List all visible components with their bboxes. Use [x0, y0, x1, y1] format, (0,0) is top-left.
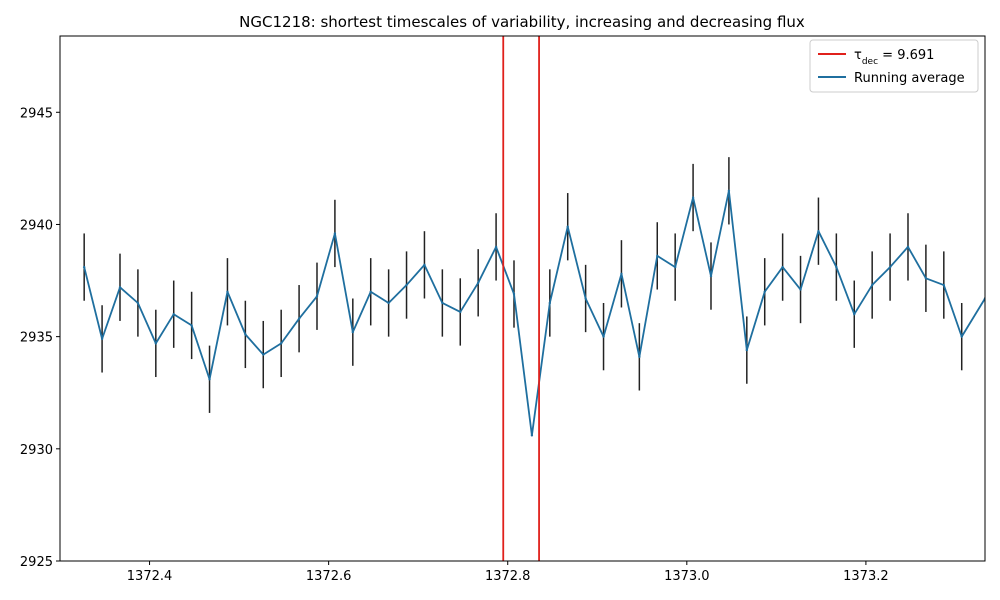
legend-box: [809, 39, 979, 93]
data-point: [817, 229, 820, 233]
data-point: [727, 189, 731, 193]
data-point: [853, 313, 856, 316]
data-point: [924, 277, 928, 280]
y-tick-label: 2935: [20, 331, 53, 346]
data-point: [476, 281, 480, 284]
data-point: [960, 335, 963, 338]
data-point: [82, 265, 86, 269]
chart-title: NGC1218: shortest timescales of variabil…: [239, 13, 805, 31]
data-point: [118, 286, 122, 289]
x-tick-label: 1373.0: [664, 569, 710, 584]
data-point: [799, 288, 802, 291]
axes-frame: [59, 35, 986, 562]
data-point: [423, 263, 426, 267]
data-point: [100, 337, 104, 341]
data-point: [691, 196, 695, 199]
data-point: [190, 324, 193, 327]
legend-tau-label: τdec = 9.691: [854, 48, 934, 67]
data-point: [835, 265, 838, 269]
data-point: [387, 301, 390, 305]
data-point: [154, 342, 158, 345]
data-point: [745, 348, 749, 352]
data-point: [638, 355, 641, 359]
running-average-line: [83, 189, 985, 437]
data-point: [763, 290, 766, 293]
legend: τdec = 9.691 Running average: [809, 39, 979, 93]
y-tick-label: 2945: [20, 106, 53, 121]
data-point: [136, 301, 140, 305]
y-tick-label: 2925: [20, 555, 53, 570]
data-point: [548, 301, 552, 305]
data-point: [315, 295, 319, 298]
data-point: [870, 283, 874, 287]
data-point: [620, 272, 623, 276]
data-point: [906, 245, 910, 249]
x-tick-label: 1372.6: [306, 569, 352, 584]
data-point: [351, 330, 355, 334]
data-point: [566, 225, 569, 228]
legend-tau-value: = 9.691: [878, 48, 934, 63]
data-point: [459, 310, 462, 314]
data-point: [226, 290, 229, 293]
data-point: [584, 297, 587, 300]
data-point: [888, 265, 892, 269]
y-tick-label: 2930: [20, 443, 53, 458]
x-tick-label: 1373.2: [843, 569, 889, 584]
data-point: [494, 245, 498, 249]
data-point: [244, 333, 247, 336]
data-point: [262, 353, 265, 356]
data-point: [709, 274, 713, 278]
axes: 1372.4 1372.6 1372.8 1373.0 1373.2 2925 2930 29…: [20, 35, 986, 584]
data-point: [172, 313, 175, 316]
data-point: [297, 317, 301, 320]
x-tick-label: 1372.4: [127, 569, 173, 584]
plot-area: [82, 36, 985, 561]
y-tick-label: 2940: [20, 218, 53, 233]
data-point: [441, 301, 444, 305]
data-point: [602, 335, 605, 338]
data-point: [673, 265, 677, 269]
legend-tau-subscript: dec: [862, 57, 878, 67]
data-point: [369, 290, 372, 293]
legend-running-average-label: Running average: [854, 71, 965, 86]
data-point: [512, 292, 516, 296]
data-point: [942, 283, 946, 287]
data-point: [333, 232, 337, 235]
legend-tau-symbol: τ: [854, 48, 862, 63]
data-point: [656, 254, 659, 258]
data-point: [405, 283, 408, 287]
x-tick-label: 1372.8: [485, 569, 531, 584]
data-point: [530, 434, 534, 437]
data-point: [279, 342, 283, 345]
data-point: [781, 265, 784, 269]
data-point: [208, 378, 211, 381]
